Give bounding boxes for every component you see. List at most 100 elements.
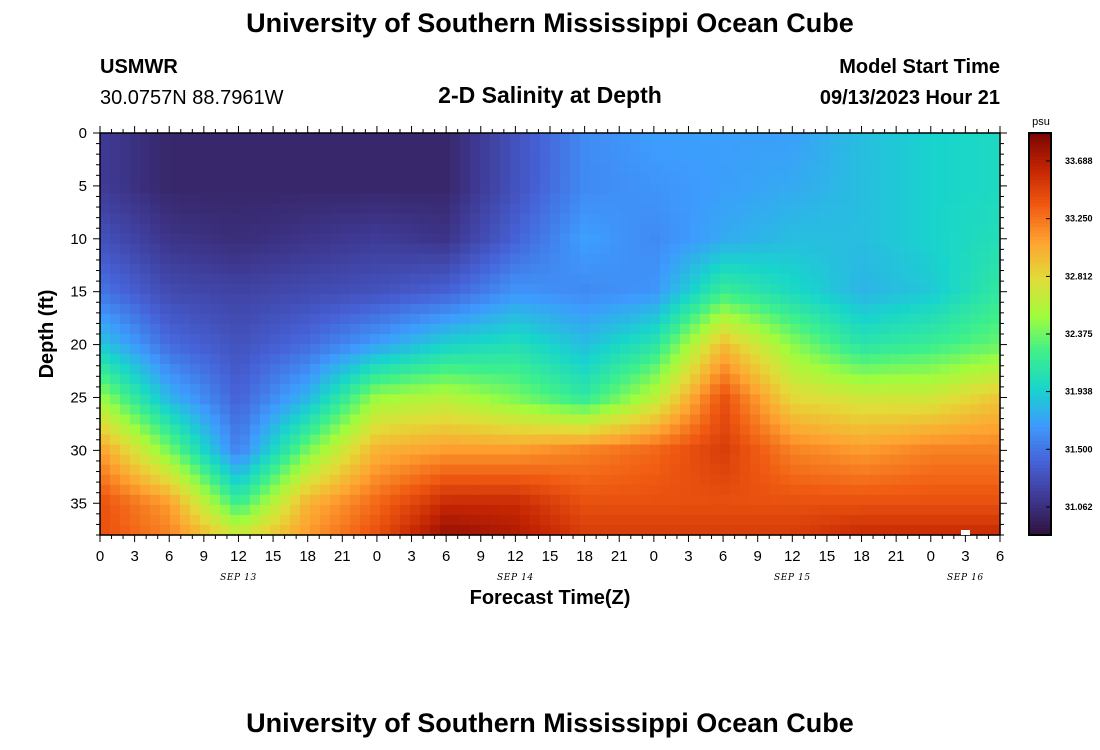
colorbar-segment (1029, 243, 1051, 248)
heatmap-cell (880, 444, 891, 456)
heatmap-cell (990, 374, 1001, 385)
heatmap-cell (720, 374, 731, 385)
heatmap-cell (240, 364, 251, 375)
heatmap-cell (580, 233, 591, 245)
heatmap-cell (140, 143, 151, 154)
heatmap-cell (120, 313, 131, 325)
heatmap-cell (230, 143, 241, 154)
x-tick-label: 12 (230, 548, 247, 565)
heatmap-cell (290, 263, 301, 275)
heatmap-cell (350, 524, 361, 536)
heatmap-cell (230, 223, 241, 235)
heatmap-cell (960, 273, 971, 285)
heatmap-cell (400, 374, 411, 385)
heatmap-cell (750, 364, 761, 375)
heatmap-cell (810, 444, 821, 456)
heatmap-cell (730, 133, 741, 144)
heatmap-cell (290, 504, 301, 516)
heatmap-cell (160, 334, 171, 345)
heatmap-cell (940, 283, 951, 295)
heatmap-cell (450, 253, 461, 265)
heatmap-cell (480, 223, 491, 235)
heatmap-cell (890, 424, 901, 436)
heatmap-cell (440, 253, 451, 265)
heatmap-cell (370, 223, 381, 235)
heatmap-cell (750, 464, 761, 476)
colorbar-tick-label: 33.688 (1065, 156, 1093, 166)
heatmap-cell (120, 444, 131, 456)
heatmap-cell (920, 133, 931, 144)
heatmap-cell (700, 313, 711, 325)
heatmap-cell (940, 364, 951, 375)
heatmap-cell (410, 384, 421, 395)
heatmap-cell (400, 203, 411, 214)
heatmap-cell (570, 143, 581, 154)
heatmap-cell (820, 384, 831, 395)
heatmap-cell (930, 183, 941, 194)
heatmap-cell (750, 454, 761, 466)
heatmap-cell (380, 293, 391, 305)
heatmap-cell (910, 133, 921, 144)
heatmap-cell (160, 213, 171, 225)
heatmap-cell (220, 273, 231, 285)
heatmap-cell (310, 163, 321, 174)
heatmap-cell (430, 364, 441, 375)
heatmap-cell (740, 384, 751, 395)
heatmap-cell (460, 183, 471, 194)
heatmap-cell (730, 374, 741, 385)
heatmap-cell (630, 454, 641, 466)
heatmap-cell (450, 474, 461, 486)
heatmap-cell (840, 394, 851, 405)
heatmap-cell (160, 203, 171, 214)
heatmap-cell (450, 263, 461, 275)
heatmap-cell (460, 374, 471, 385)
colorbar-segment (1029, 206, 1051, 211)
heatmap-cell (210, 374, 221, 385)
heatmap-cell (270, 404, 281, 415)
heatmap-cell (140, 494, 151, 506)
heatmap-cell (260, 404, 271, 415)
heatmap-cell (960, 203, 971, 214)
heatmap-cell (330, 474, 341, 486)
heatmap-cell (370, 384, 381, 395)
heatmap-cell (720, 153, 731, 164)
heatmap-cell (710, 173, 721, 184)
heatmap-cell (730, 434, 741, 446)
heatmap-cell (580, 273, 591, 285)
heatmap-cell (810, 344, 821, 355)
heatmap-cell (890, 133, 901, 144)
heatmap-cell (470, 434, 481, 446)
heatmap-cell (710, 354, 721, 365)
heatmap-cell (720, 334, 731, 345)
colorbar-segment (1029, 367, 1051, 372)
heatmap-cell (530, 283, 541, 295)
heatmap-cell (340, 374, 351, 385)
heatmap-cell (200, 454, 211, 466)
heatmap-cell (360, 364, 371, 375)
colorbar-segment (1029, 494, 1051, 499)
heatmap-cell (140, 344, 151, 355)
heatmap-cell (300, 203, 311, 214)
heatmap-cell (630, 494, 641, 506)
heatmap-cell (870, 173, 881, 184)
heatmap-cell (900, 474, 911, 486)
heatmap-cell (260, 334, 271, 345)
heatmap-cell (210, 263, 221, 275)
heatmap-cell (640, 504, 651, 516)
heatmap-cell (910, 394, 921, 405)
heatmap-cell (730, 233, 741, 245)
heatmap-cell (660, 193, 671, 204)
heatmap-cell (400, 504, 411, 516)
heatmap-cell (380, 434, 391, 446)
heatmap-cell (590, 404, 601, 415)
heatmap-cell (210, 474, 221, 486)
colorbar-segment (1029, 444, 1051, 449)
heatmap-cell (330, 273, 341, 285)
heatmap-cell (700, 484, 711, 496)
heatmap-cell (120, 514, 131, 526)
heatmap-cell (350, 434, 361, 446)
heatmap-cell (480, 173, 491, 184)
heatmap-cell (730, 183, 741, 194)
heatmap-cell (750, 173, 761, 184)
heatmap-cell (350, 143, 361, 154)
